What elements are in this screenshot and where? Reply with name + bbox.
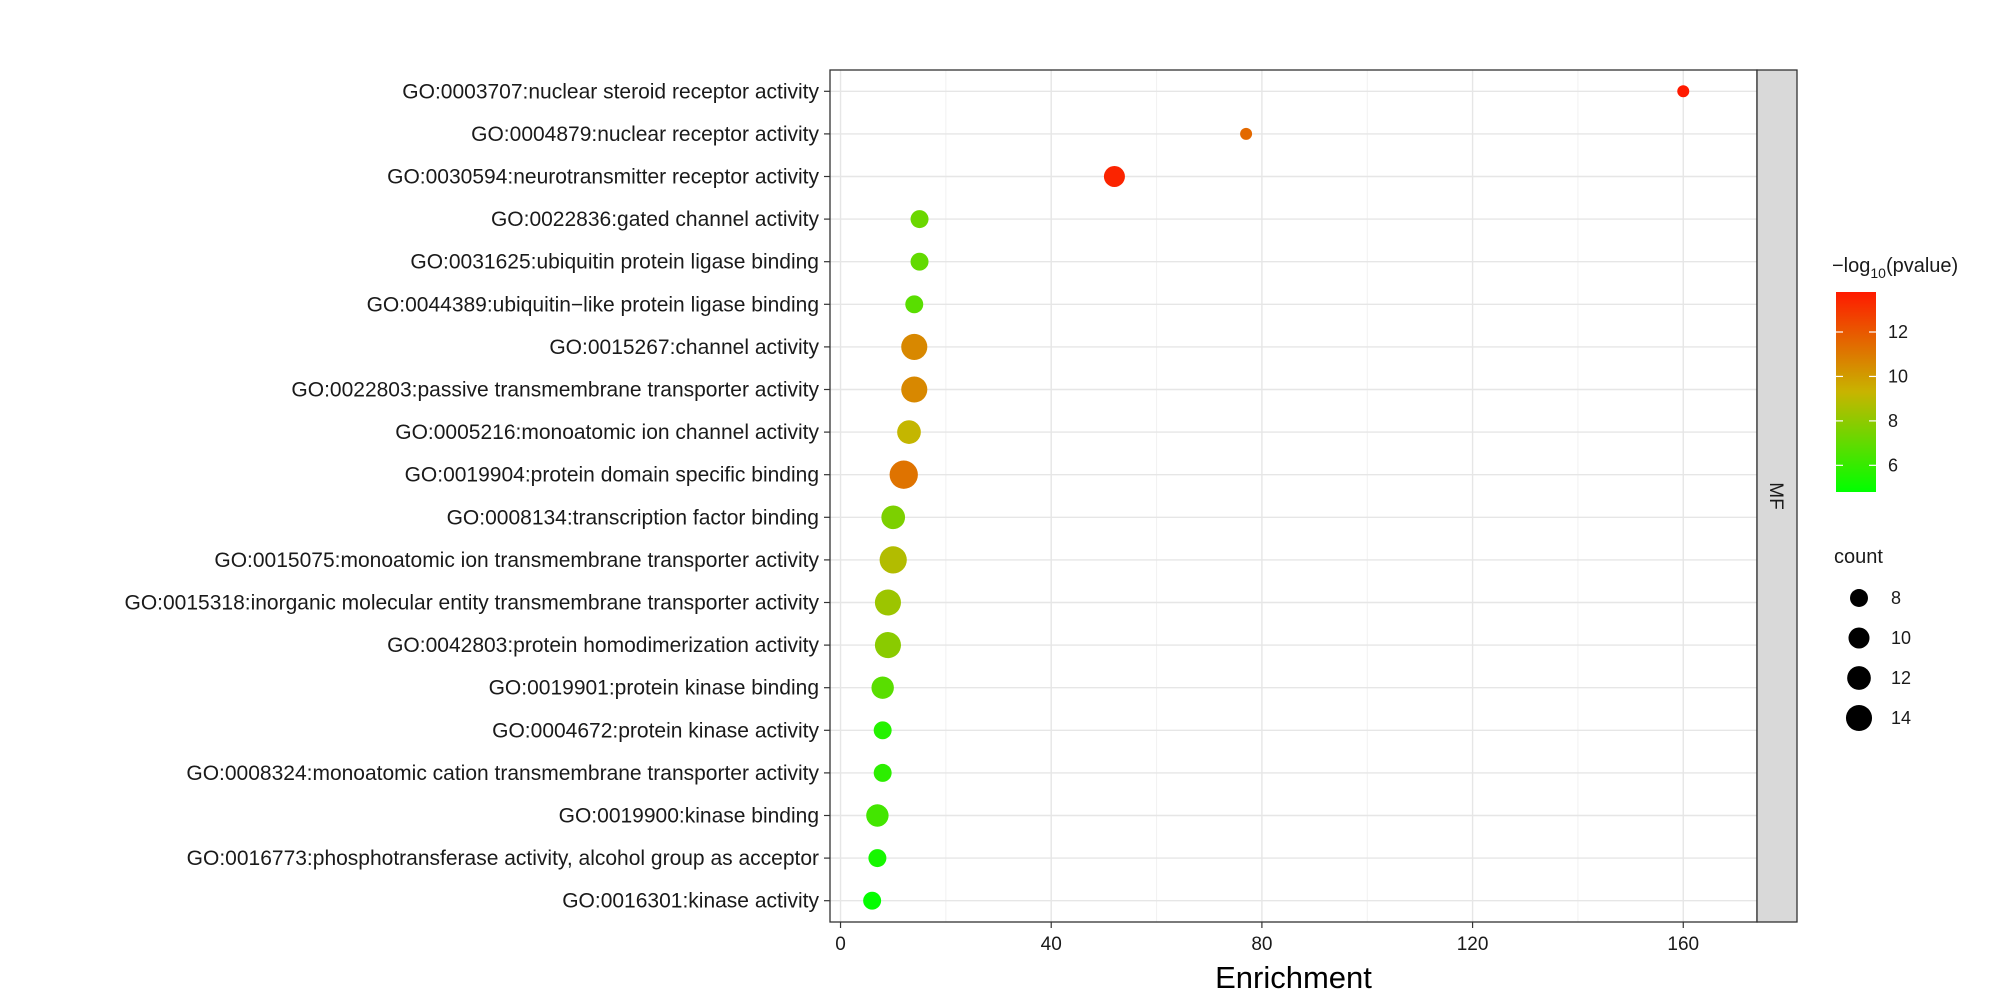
facet-strip-background xyxy=(1756,69,1798,923)
data-point xyxy=(901,376,928,403)
y-axis-labels: GO:0003707:nuclear steroid receptor acti… xyxy=(125,80,830,913)
y-axis-category-label: GO:0016773:phosphotransferase activity, … xyxy=(187,847,819,870)
size-legend-label: 14 xyxy=(1891,708,1911,728)
size-legend-dot xyxy=(1850,589,1868,607)
data-point xyxy=(866,804,889,827)
y-axis-category-label: GO:0042803:protein homodimerization acti… xyxy=(387,634,819,657)
y-axis-category-label: GO:0008324:monoatomic cation transmembra… xyxy=(186,762,819,785)
size-legend-dot xyxy=(1848,627,1870,649)
x-axis-tick-label: 160 xyxy=(1667,934,1699,955)
x-axis-title: Enrichment xyxy=(1215,960,1372,995)
y-axis-category-label: GO:0015267:channel activity xyxy=(549,336,819,359)
facet-strip: MF xyxy=(1756,69,1798,923)
data-point xyxy=(881,505,906,530)
color-legend-gradient-bar xyxy=(1836,292,1876,492)
y-axis-category-label: GO:0030594:neurotransmitter receptor act… xyxy=(387,166,819,189)
facet-strip-label: MF xyxy=(1765,482,1786,509)
x-axis-tick-label: 120 xyxy=(1457,934,1489,955)
size-legend-label: 8 xyxy=(1891,588,1901,608)
panel-background xyxy=(830,70,1757,922)
y-axis-category-label: GO:0019904:protein domain specific bindi… xyxy=(405,464,819,487)
y-axis-category-label: GO:0003707:nuclear steroid receptor acti… xyxy=(402,80,819,103)
size-legend-title: count xyxy=(1834,546,1883,568)
data-point xyxy=(910,210,929,229)
data-point xyxy=(868,849,887,868)
color-legend-tick-label: 8 xyxy=(1888,411,1898,431)
size-legend: count 8 10 12 14 xyxy=(1834,546,1911,732)
color-legend-title-prefix: −log xyxy=(1832,255,1870,277)
x-axis-tick-label: 80 xyxy=(1251,934,1272,955)
y-axis-category-label: GO:0019901:protein kinase binding xyxy=(489,677,819,700)
color-legend-title-subscript: 10 xyxy=(1870,265,1886,281)
y-axis-category-label: GO:0015075:monoatomic ion transmembrane … xyxy=(214,549,819,572)
x-axis: 0 40 80 120 160 xyxy=(835,922,1699,955)
y-axis-category-label: GO:0044389:ubiquitin−like protein ligase… xyxy=(367,293,819,316)
x-axis-tick-label: 0 xyxy=(835,934,846,955)
y-axis-category-label: GO:0004879:nuclear receptor activity xyxy=(471,123,819,146)
color-legend-title: −log10(pvalue) xyxy=(1832,255,1958,281)
y-axis-category-label: GO:0022803:passive transmembrane transpo… xyxy=(291,379,819,402)
color-legend-tick-label: 12 xyxy=(1888,322,1908,342)
data-point xyxy=(873,763,892,782)
size-legend-label: 10 xyxy=(1891,628,1911,648)
data-point xyxy=(889,460,918,489)
data-point xyxy=(1240,127,1253,140)
x-axis-tick-label: 40 xyxy=(1041,934,1062,955)
y-axis-category-label: GO:0005216:monoatomic ion channel activi… xyxy=(395,421,819,444)
y-axis-category-label: GO:0031625:ubiquitin protein ligase bind… xyxy=(410,251,819,274)
data-point xyxy=(910,252,929,271)
data-points xyxy=(863,85,1690,910)
data-point xyxy=(901,333,928,360)
data-point xyxy=(1103,165,1125,188)
y-axis-category-label: GO:0019900:kinase binding xyxy=(559,805,819,828)
data-point xyxy=(879,546,907,574)
y-axis-category-label: GO:0015318:inorganic molecular entity tr… xyxy=(125,592,820,615)
data-point xyxy=(874,632,901,659)
data-point xyxy=(905,295,924,314)
grid-lines xyxy=(830,70,1757,922)
data-point xyxy=(863,891,882,910)
size-legend-dot xyxy=(1847,666,1871,690)
plot-panel xyxy=(830,70,1757,922)
color-legend-tick-label: 10 xyxy=(1888,366,1908,386)
data-point xyxy=(873,721,892,740)
size-legend-label: 12 xyxy=(1891,668,1911,688)
y-axis-category-label: GO:0016301:kinase activity xyxy=(562,890,819,913)
data-point xyxy=(1677,85,1690,98)
color-legend-title-suffix: (pvalue) xyxy=(1886,255,1958,277)
y-axis-category-label: GO:0004672:protein kinase activity xyxy=(492,719,819,742)
color-legend-tick-label: 6 xyxy=(1888,455,1898,475)
y-axis-category-label: GO:0022836:gated channel activity xyxy=(491,208,820,231)
data-point xyxy=(874,589,901,616)
data-point xyxy=(871,676,894,699)
y-axis-category-label: GO:0008134:transcription factor binding xyxy=(447,506,819,529)
data-point xyxy=(897,420,921,444)
size-legend-dot xyxy=(1845,704,1873,732)
